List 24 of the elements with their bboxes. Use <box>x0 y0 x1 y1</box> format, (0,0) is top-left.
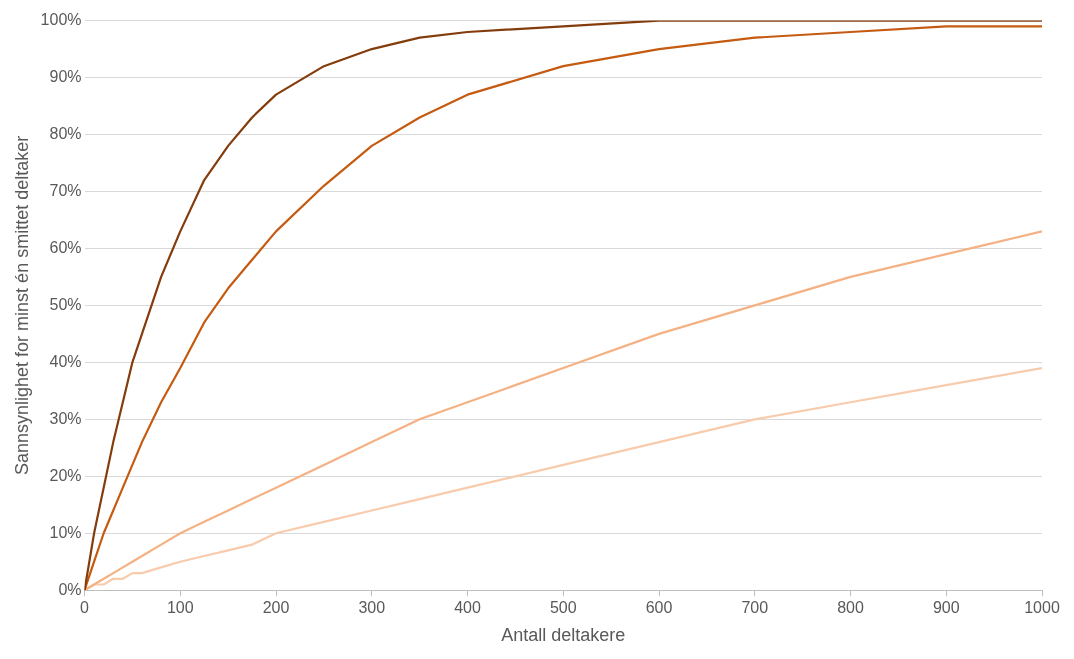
y-tick-label: 20% <box>49 466 82 484</box>
y-axis-title: Sannsynlighet for minst én smittet deltaker <box>11 135 32 475</box>
y-tick-label: 50% <box>49 295 82 313</box>
x-tick-label: 200 <box>262 599 290 617</box>
y-tick-label: 60% <box>49 238 82 256</box>
x-tick-label: 0 <box>80 599 90 617</box>
x-tick-label: 300 <box>358 599 386 617</box>
x-tick-label: 400 <box>454 599 481 617</box>
y-tick-label: 40% <box>49 352 82 370</box>
y-tick-label: 80% <box>49 124 82 142</box>
x-tick-label: 700 <box>741 599 769 617</box>
x-tick-label: 900 <box>932 599 960 617</box>
y-tick-label: 10% <box>49 523 82 541</box>
x-tick-label: 100 <box>166 599 194 617</box>
y-tick-label: 100% <box>40 11 82 29</box>
y-tick-label: 90% <box>49 67 82 85</box>
x-tick-label: 500 <box>549 599 577 617</box>
x-tick-label: 600 <box>645 599 673 617</box>
y-tick-label: 0% <box>58 580 82 598</box>
y-tick-label: 30% <box>49 409 82 427</box>
y-tick-label: 70% <box>49 181 82 199</box>
x-tick-label: 1000 <box>1024 599 1060 617</box>
x-tick-label: 800 <box>837 599 864 617</box>
x-axis-title: Antall deltakere <box>501 625 626 646</box>
